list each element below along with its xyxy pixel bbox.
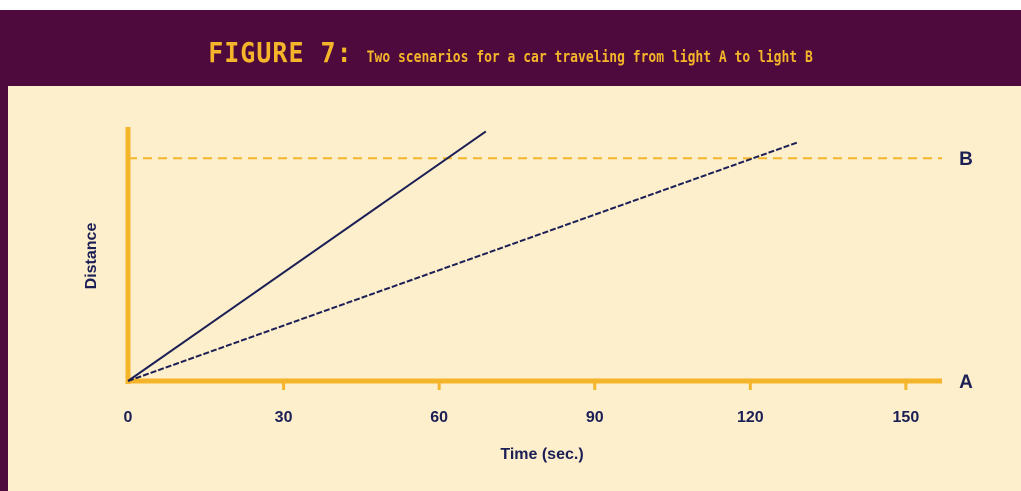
- x-tick-label-90: 90: [586, 409, 604, 426]
- reference-label-a: A: [959, 372, 973, 393]
- reference-label-b: B: [959, 149, 973, 170]
- series-layer: [127, 130, 798, 382]
- figure-title: FIGURE 7: Two scenarios for a car traveli…: [0, 36, 1021, 69]
- x-tick-label-120: 120: [737, 409, 764, 426]
- x-axis-label: Time (sec.): [500, 446, 583, 463]
- series-line-2-dashed: [127, 141, 798, 382]
- reference-lines-layer: AB: [128, 149, 973, 393]
- figure-label: FIGURE 7:: [208, 36, 353, 69]
- x-tick-label-60: 60: [430, 409, 448, 426]
- y-axis-label: Distance: [83, 223, 100, 290]
- tick-labels-layer: 0 30 60 90 120 150: [124, 409, 920, 426]
- series-line-1-solid: [127, 130, 487, 382]
- x-tick-label-0: 0: [124, 409, 133, 426]
- chart-panel: [8, 86, 1021, 491]
- figure-title-bar: FIGURE 7: Two scenarios for a car traveli…: [0, 10, 1021, 86]
- x-tick-label-150: 150: [893, 409, 920, 426]
- figure-caption: Two scenarios for a car traveling from l…: [366, 48, 813, 67]
- axes-layer: [125, 127, 908, 390]
- x-tick-label-30: 30: [275, 409, 293, 426]
